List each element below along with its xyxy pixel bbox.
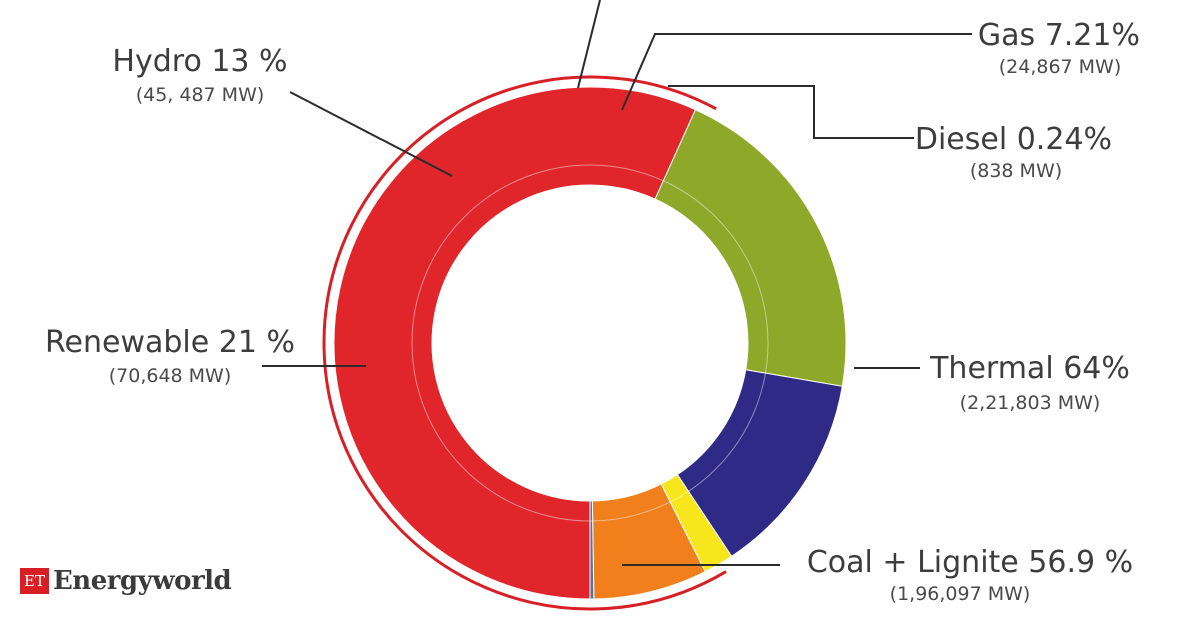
label-renewable: Renewable 21 % — [45, 325, 295, 360]
label-diesel: Diesel 0.24% — [915, 122, 1112, 157]
detail-coal-lignite: (1,96,097 MW) — [890, 583, 1031, 605]
label-coal-lignite: Coal + Lignite 56.9 % — [807, 545, 1133, 580]
label-gas: Gas 7.21% — [978, 18, 1140, 53]
leader-line-nuclear — [577, 0, 601, 89]
slice-diesel — [589, 500, 595, 600]
detail-thermal: (2,21,803 MW) — [960, 392, 1101, 414]
label-thermal: Thermal 64% — [929, 351, 1130, 386]
thermal-group-arc — [322, 75, 727, 611]
leader-line-diesel — [668, 85, 914, 139]
label-hydro: Hydro 13 % — [112, 44, 287, 79]
brand-logo[interactable]: ET Energyworld — [20, 566, 232, 596]
leader-line-gas — [621, 33, 972, 111]
donut-slices — [333, 86, 847, 600]
leader-line-hydro — [289, 91, 453, 177]
detail-gas: (24,867 MW) — [999, 56, 1122, 78]
brand-name: Energyworld — [52, 566, 232, 596]
detail-diesel: (838 MW) — [970, 160, 1062, 182]
inner-guide-lines — [411, 164, 769, 522]
detail-hydro: (45, 487 MW) — [136, 84, 265, 106]
brand-badge: ET — [20, 568, 49, 594]
slice-renewable — [654, 109, 847, 387]
inner-guide-circle — [411, 164, 769, 522]
detail-renewable: (70,648 MW) — [109, 365, 232, 387]
slice-coal-lignite — [333, 86, 697, 600]
